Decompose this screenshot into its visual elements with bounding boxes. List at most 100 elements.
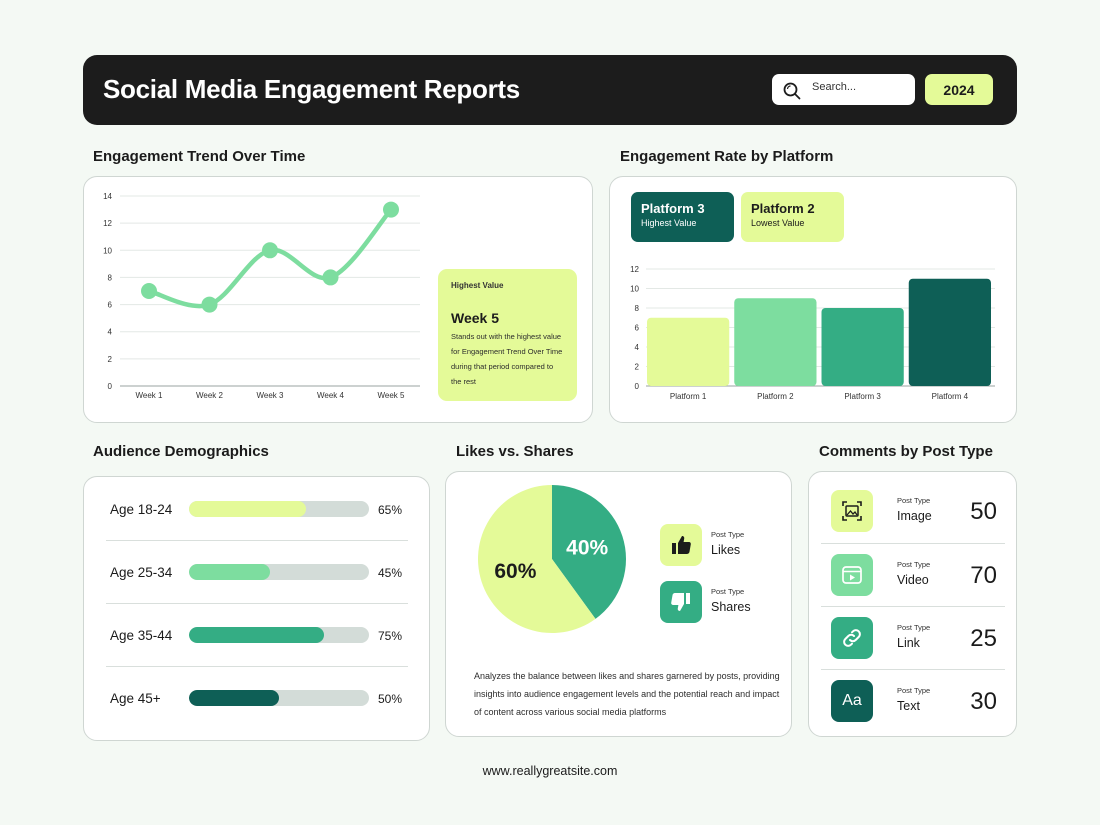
demographic-label: Age 35-44 — [110, 628, 173, 643]
demographic-bar-track — [189, 627, 369, 643]
text-icon: Aa — [831, 680, 873, 722]
trend-point — [201, 296, 218, 313]
comment-count: 50 — [970, 498, 997, 525]
legend-label: Likes — [711, 543, 741, 557]
x-tick-label: Platform 2 — [757, 392, 794, 401]
row-divider — [821, 606, 1005, 607]
comment-type-caption: Post Type — [897, 560, 931, 569]
trend-point — [383, 201, 399, 218]
demographic-bar-fill — [189, 501, 306, 517]
legend-type-caption: Post Type — [711, 530, 745, 539]
highest-value-card: Highest Value Week 5 Stands out with the… — [438, 269, 577, 401]
video-icon — [831, 554, 873, 596]
row-divider — [821, 669, 1005, 670]
demographic-percent: 50% — [378, 692, 403, 706]
search-input[interactable] — [812, 81, 907, 93]
demographic-row: Age 35-44 75% — [84, 604, 430, 667]
thumbs-down-icon — [660, 581, 702, 623]
highest-value-caption: Highest Value — [451, 281, 504, 290]
demographic-row: Age 25-34 45% — [84, 541, 430, 604]
comment-count: 25 — [970, 625, 997, 652]
x-tick-label: Platform 3 — [844, 392, 881, 401]
demographic-label: Age 18-24 — [110, 502, 173, 517]
y-tick-label: 10 — [630, 285, 639, 294]
trend-line-chart: 0 2 4 6 8 10 12 14 Week 1 Week 2 Week 3 Week 4 Week … — [103, 192, 420, 400]
demographic-label: Age 45+ — [110, 691, 161, 706]
demographic-percent: 65% — [378, 503, 403, 517]
bar — [734, 298, 817, 386]
legend-label: Shares — [711, 600, 751, 614]
trend-card: 0 2 4 6 8 10 12 14 Week 1 Week 2 Week 3 Week 4 Week … — [83, 176, 593, 423]
y-tick-label: 4 — [635, 343, 640, 352]
comment-count: 70 — [970, 562, 997, 589]
y-tick-label: 12 — [103, 219, 112, 228]
link-icon — [831, 617, 873, 659]
highest-platform-badge: Platform 3 Highest Value — [631, 192, 734, 242]
y-tick-label: 4 — [108, 328, 113, 337]
image-icon — [831, 490, 873, 532]
likes-shares-pie-chart: 60% 40% — [478, 485, 626, 633]
search-box[interactable] — [772, 74, 915, 105]
pie-value-label: 40% — [566, 537, 608, 560]
pie-value-label: 60% — [494, 560, 536, 583]
comment-type-name: Image — [897, 509, 932, 523]
y-tick-label: 8 — [635, 304, 640, 313]
platform-card: Platform 3 Highest Value Platform 2 Lowe… — [609, 176, 1017, 423]
platform-section-title: Engagement Rate by Platform — [620, 148, 834, 165]
bar — [647, 317, 730, 386]
y-tick-label: 6 — [108, 301, 113, 310]
y-tick-label: 10 — [103, 246, 112, 255]
row-divider — [106, 666, 408, 667]
y-tick-label: 0 — [108, 382, 113, 391]
y-tick-label: 14 — [103, 192, 112, 201]
year-button[interactable]: 2024 — [925, 74, 993, 105]
bar — [908, 278, 991, 386]
demographic-bar-track — [189, 501, 369, 517]
likes-shares-card: 60% 40% Post Type Likes Post Type Shares … — [445, 471, 792, 737]
comment-row-image: Post Type Image 50 — [821, 480, 1005, 543]
demographic-percent: 45% — [378, 566, 403, 580]
footer-url[interactable]: www.reallygreatsite.com — [482, 764, 618, 778]
likes-shares-description: Analyzes the balance between likes and s… — [474, 671, 780, 717]
page-title: Social Media Engagement Reports — [103, 74, 520, 104]
likes-shares-section-title: Likes vs. Shares — [456, 443, 574, 460]
platform-bar-chart: 0 2 4 6 8 10 12 Platform 1 Platform 2 Platform 3 P… — [630, 265, 995, 401]
highest-value-description: Stands out with the highest value for En… — [451, 332, 563, 386]
x-tick-label: Week 1 — [136, 391, 164, 400]
row-divider — [106, 540, 408, 541]
comments-section-title: Comments by Post Type — [819, 443, 993, 460]
search-icon[interactable] — [782, 80, 802, 100]
header-bar: Social Media Engagement Reports 2024 — [83, 55, 1017, 125]
demographic-bar-fill — [189, 627, 324, 643]
y-tick-label: 6 — [635, 324, 640, 333]
comment-count: 30 — [970, 688, 997, 715]
x-tick-label: Week 4 — [317, 391, 345, 400]
demographic-row: Age 18-24 65% — [84, 478, 430, 541]
x-tick-label: Platform 1 — [670, 392, 707, 401]
comments-card: Post Type Image 50 Post Type Video 70 Po… — [808, 471, 1017, 737]
comment-type-name: Link — [897, 636, 920, 650]
y-tick-label: 8 — [108, 273, 113, 282]
trend-point — [322, 269, 339, 286]
y-tick-label: 12 — [630, 265, 639, 274]
comment-type-name: Video — [897, 573, 929, 587]
demographic-bar-fill — [189, 690, 279, 706]
comment-type-caption: Post Type — [897, 496, 931, 505]
legend-shares: Post Type Shares — [660, 581, 770, 623]
bar — [821, 308, 904, 386]
comment-type-name: Text — [897, 699, 920, 713]
demographics-card: Age 18-24 65% Age 25-34 45% Age 35-44 75… — [83, 476, 430, 741]
demographic-row: Age 45+ 50% — [84, 667, 430, 730]
highest-value-week: Week 5 — [451, 310, 499, 326]
trend-point — [141, 283, 157, 299]
legend-type-caption: Post Type — [711, 587, 745, 596]
lowest-platform-name: Platform 2 — [751, 201, 815, 216]
demographic-bar-track — [189, 564, 369, 580]
lowest-platform-caption: Lowest Value — [751, 218, 805, 228]
comment-row-video: Post Type Video 70 — [821, 544, 1005, 607]
comment-row-link: Post Type Link 25 — [821, 607, 1005, 670]
x-tick-label: Week 3 — [257, 391, 285, 400]
row-divider — [106, 603, 408, 604]
comment-row-text: Aa Post Type Text 30 — [821, 670, 1005, 733]
demographic-percent: 75% — [378, 629, 403, 643]
